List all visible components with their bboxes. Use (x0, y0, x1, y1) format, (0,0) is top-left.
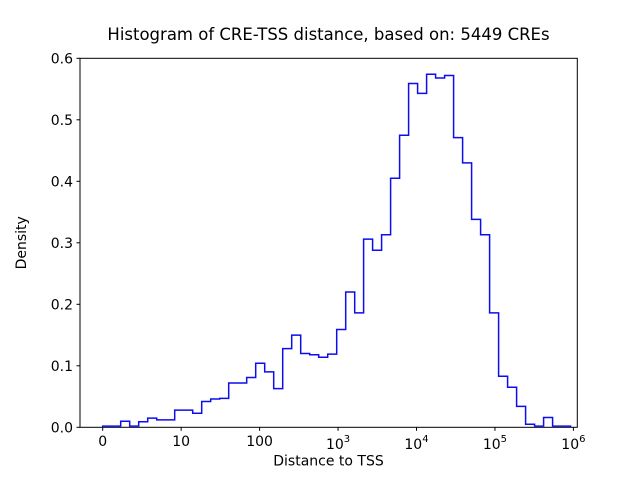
y-tick-label: 0.2 (51, 297, 73, 313)
y-axis-label: Density (14, 216, 30, 269)
axes-spines (79, 57, 578, 428)
x-tick-label: 0 (98, 434, 107, 450)
x-tick-label: 105 (483, 434, 507, 453)
y-tick-label: 0.3 (51, 236, 73, 252)
chart-title: Histogram of CRE-TSS distance, based on:… (107, 25, 549, 44)
y-tick-label: 0.5 (51, 113, 73, 129)
y-tick-label: 0.1 (51, 359, 73, 375)
x-tick-label: 106 (561, 434, 585, 453)
x-tick-label: 104 (404, 434, 428, 453)
x-axis-label: Distance to TSS (273, 454, 384, 470)
x-tick-label: 10 (172, 434, 190, 450)
y-tick-label: 0.0 (51, 420, 73, 436)
histogram-step-line (101, 73, 572, 428)
y-tick-label: 0.6 (51, 51, 73, 67)
y-tick-label: 0.4 (51, 174, 73, 190)
x-tick-label: 103 (326, 434, 350, 453)
plot-area: 0.0 0.1 0.2 0.3 0.4 0.5 0.6 0 10 100 103 104 105 106 (51, 51, 586, 453)
x-tick-label: 100 (246, 434, 273, 450)
